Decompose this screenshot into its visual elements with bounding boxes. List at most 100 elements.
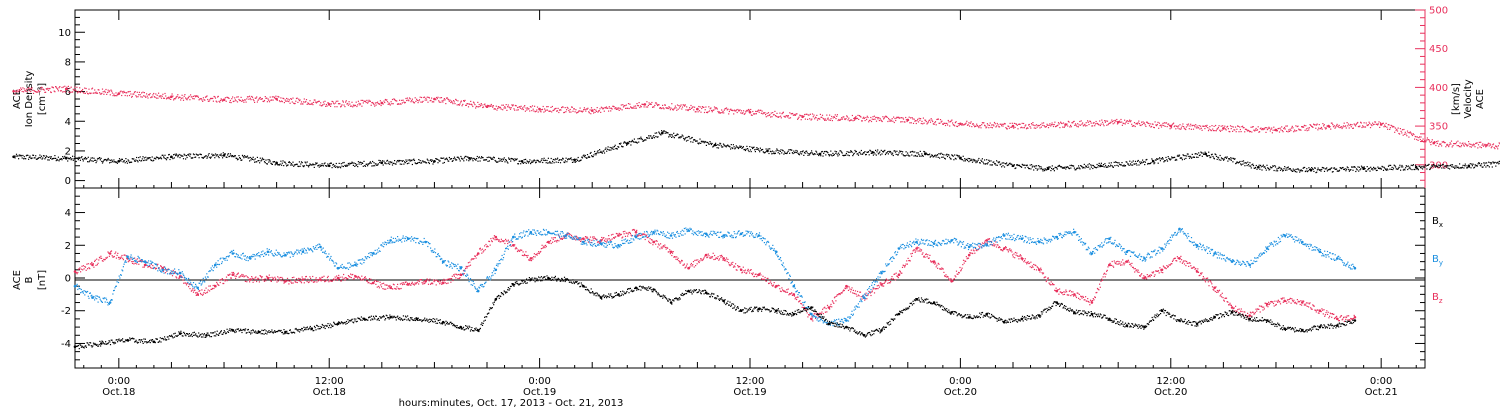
- velocity-sample: [190, 96, 192, 98]
- density-sample: [624, 141, 626, 143]
- density-sample: [106, 160, 108, 162]
- velocity-sample: [630, 106, 632, 108]
- velocity-sample: [737, 108, 739, 111]
- velocity-sample: [1033, 124, 1035, 126]
- density-sample: [44, 158, 46, 160]
- density-sample: [1243, 162, 1245, 164]
- velocity-sample: [301, 103, 303, 105]
- velocity-sample: [856, 117, 858, 120]
- velocity-sample: [438, 101, 440, 103]
- velocity-sample: [834, 114, 836, 116]
- velocity-sample: [115, 92, 117, 94]
- velocity-sample: [221, 99, 223, 101]
- density-sample: [165, 159, 168, 161]
- density-sample: [576, 159, 579, 162]
- velocity-sample: [251, 95, 253, 98]
- velocity-sample: [232, 96, 234, 98]
- density-sample: [1387, 165, 1390, 167]
- velocity-sample: [1161, 124, 1163, 126]
- density-sample: [1360, 168, 1362, 170]
- density-sample: [1030, 168, 1032, 170]
- density-sample: [182, 155, 184, 157]
- density-sample: [893, 150, 895, 152]
- density-sample: [1048, 166, 1050, 168]
- velocity-sample: [1120, 118, 1122, 121]
- density-sample: [1465, 165, 1467, 167]
- velocity-sample: [175, 96, 177, 98]
- density-sample: [1124, 165, 1127, 167]
- density-sample: [684, 138, 686, 140]
- velocity-sample: [1166, 126, 1168, 128]
- density-sample: [1281, 168, 1283, 170]
- density-sample: [358, 163, 360, 165]
- density-sample: [1322, 167, 1324, 169]
- density-sample: [1420, 167, 1422, 169]
- density-sample: [267, 159, 269, 161]
- velocity-sample: [1160, 124, 1162, 126]
- density-sample: [49, 156, 51, 158]
- density-sample: [254, 158, 256, 160]
- velocity-sample: [131, 96, 133, 98]
- velocity-sample: [1089, 120, 1091, 122]
- density-sample: [83, 158, 85, 160]
- velocity-sample: [955, 121, 957, 123]
- velocity-sample: [755, 113, 757, 115]
- density-sample: [646, 137, 648, 139]
- velocity-sample: [425, 97, 427, 99]
- velocity-sample: [1139, 124, 1141, 126]
- velocity-sample: [276, 99, 278, 101]
- density-sample: [700, 140, 702, 142]
- velocity-sample: [68, 91, 70, 93]
- velocity-sample: [418, 100, 420, 102]
- density-sample: [1476, 164, 1478, 167]
- velocity-sample: [477, 101, 479, 103]
- density-sample: [906, 154, 908, 156]
- density-sample: [1164, 160, 1166, 162]
- density-sample: [661, 130, 663, 132]
- density-sample: [302, 165, 304, 167]
- density-sample: [1137, 159, 1139, 162]
- density-sample: [776, 149, 779, 151]
- velocity-sample: [625, 107, 627, 109]
- density-sample: [1091, 164, 1093, 166]
- density-sample: [1188, 157, 1191, 159]
- velocity-sample: [147, 97, 149, 99]
- density-sample: [27, 154, 29, 156]
- velocity-sample: [19, 89, 21, 91]
- density-sample: [851, 151, 853, 153]
- density-sample: [537, 159, 539, 161]
- velocity-sample: [686, 106, 688, 108]
- velocity-sample: [642, 103, 644, 105]
- density-sample: [868, 154, 870, 156]
- velocity-sample: [639, 105, 642, 107]
- density-sample: [124, 162, 126, 164]
- velocity-sample: [495, 105, 497, 107]
- velocity-sample: [690, 104, 692, 107]
- velocity-sample: [702, 106, 704, 108]
- density-sample: [43, 155, 45, 157]
- density-sample: [804, 152, 806, 154]
- velocity-sample: [219, 101, 221, 103]
- density-sample: [604, 148, 606, 150]
- density-sample: [1332, 171, 1334, 173]
- density-sample: [1074, 169, 1076, 171]
- density-sample: [715, 142, 717, 144]
- density-sample: [327, 163, 329, 165]
- velocity-sample: [250, 99, 252, 101]
- velocity-sample: [28, 87, 30, 89]
- velocity-sample: [1091, 125, 1093, 127]
- density-sample: [617, 146, 619, 148]
- density-sample: [917, 152, 919, 154]
- velocity-sample: [929, 121, 932, 123]
- density-sample: [881, 153, 883, 155]
- density-sample: [421, 160, 423, 162]
- velocity-sample: [832, 117, 834, 119]
- density-sample: [413, 158, 415, 160]
- velocity-sample: [299, 99, 301, 101]
- velocity-sample: [184, 94, 186, 96]
- density-sample: [649, 135, 651, 137]
- velocity-sample: [555, 107, 557, 109]
- velocity-sample: [1145, 125, 1147, 127]
- density-sample: [1035, 167, 1037, 169]
- density-sample: [76, 157, 78, 159]
